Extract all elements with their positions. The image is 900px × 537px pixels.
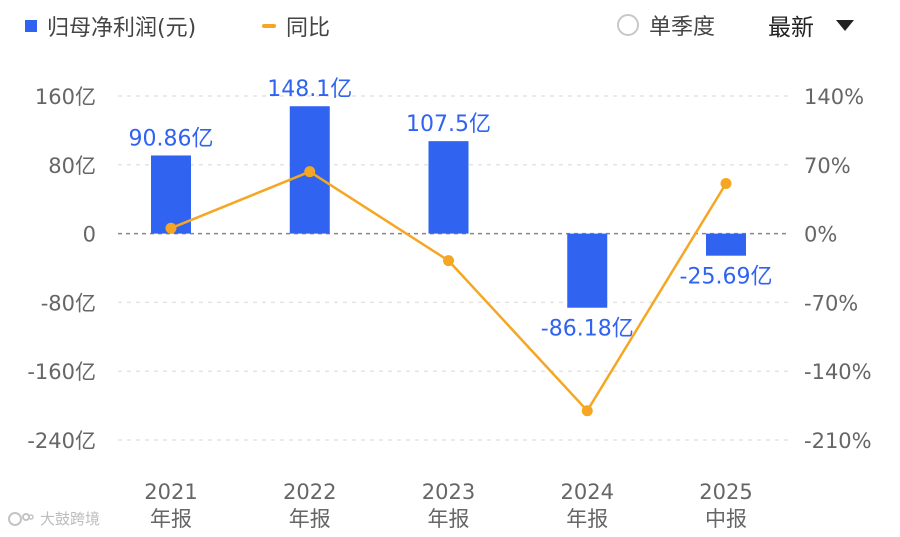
bar[interactable] xyxy=(151,155,191,234)
x-axis-period-label: 中报 xyxy=(705,507,747,531)
legend-item-net-profit[interactable]: 归母净利润(元) xyxy=(25,10,196,42)
yoy-point[interactable] xyxy=(304,166,316,178)
watermark-logo-icon xyxy=(8,511,34,526)
caret-down-icon[interactable] xyxy=(836,19,854,31)
radio-icon[interactable] xyxy=(617,14,639,36)
legend-label-yoy: 同比 xyxy=(286,16,331,41)
x-axis-period-label: 年报 xyxy=(289,507,331,531)
right-axis-tick-label: 140% xyxy=(804,85,864,109)
watermark: 大鼓跨境 xyxy=(8,508,100,529)
x-axis-period-label: 年报 xyxy=(428,507,470,531)
left-axis-tick-label: 160亿 xyxy=(35,85,96,109)
left-axis-tick-label: -160亿 xyxy=(27,360,96,384)
single-quarter-label: 单季度 xyxy=(649,15,716,40)
yoy-point[interactable] xyxy=(165,222,177,234)
line-swatch-icon xyxy=(262,24,276,28)
bar-swatch-icon xyxy=(25,20,37,32)
yoy-point[interactable] xyxy=(443,255,454,267)
yoy-point[interactable] xyxy=(581,405,593,417)
bar-data-label: 148.1亿 xyxy=(267,77,352,102)
x-axis-year-label: 2024 xyxy=(561,480,614,504)
bar[interactable] xyxy=(706,233,746,256)
sort-label: 最新 xyxy=(768,15,814,41)
bar-data-label: -86.18亿 xyxy=(541,317,634,342)
right-axis-tick-label: 70% xyxy=(804,154,851,178)
bar-data-label: -25.69亿 xyxy=(680,265,773,290)
left-axis-tick-label: 80亿 xyxy=(48,154,96,178)
bar-data-label: 107.5亿 xyxy=(406,112,491,137)
single-quarter-toggle[interactable]: 单季度 xyxy=(617,9,715,41)
bar-data-label: 90.86亿 xyxy=(129,126,214,151)
left-axis-tick-label: 0 xyxy=(83,223,96,247)
legend-item-yoy[interactable]: 同比 xyxy=(262,10,330,42)
left-axis-tick-label: -80亿 xyxy=(41,291,96,315)
x-axis-period-label: 年报 xyxy=(566,507,608,531)
legend-label-net-profit: 归母净利润(元) xyxy=(47,16,197,41)
right-axis-tick-label: -70% xyxy=(804,291,858,315)
yoy-point[interactable] xyxy=(720,177,732,189)
right-axis-tick-label: -140% xyxy=(804,360,872,384)
right-axis-tick-label: 0% xyxy=(804,223,837,247)
right-axis-tick-label: -210% xyxy=(804,429,872,453)
x-axis-year-label: 2022 xyxy=(283,480,336,504)
bar[interactable] xyxy=(428,141,469,234)
sort-dropdown[interactable]: 最新 xyxy=(768,8,854,42)
watermark-text: 大鼓跨境 xyxy=(40,510,101,528)
x-axis-year-label: 2025 xyxy=(699,480,752,504)
x-axis-year-label: 2023 xyxy=(422,480,475,504)
bar[interactable] xyxy=(567,233,608,308)
left-axis-tick-label: -240亿 xyxy=(27,429,96,453)
x-axis-year-label: 2021 xyxy=(144,480,197,504)
x-axis-period-label: 年报 xyxy=(150,507,192,531)
chart-legend: 归母净利润(元) 同比 xyxy=(0,0,900,48)
